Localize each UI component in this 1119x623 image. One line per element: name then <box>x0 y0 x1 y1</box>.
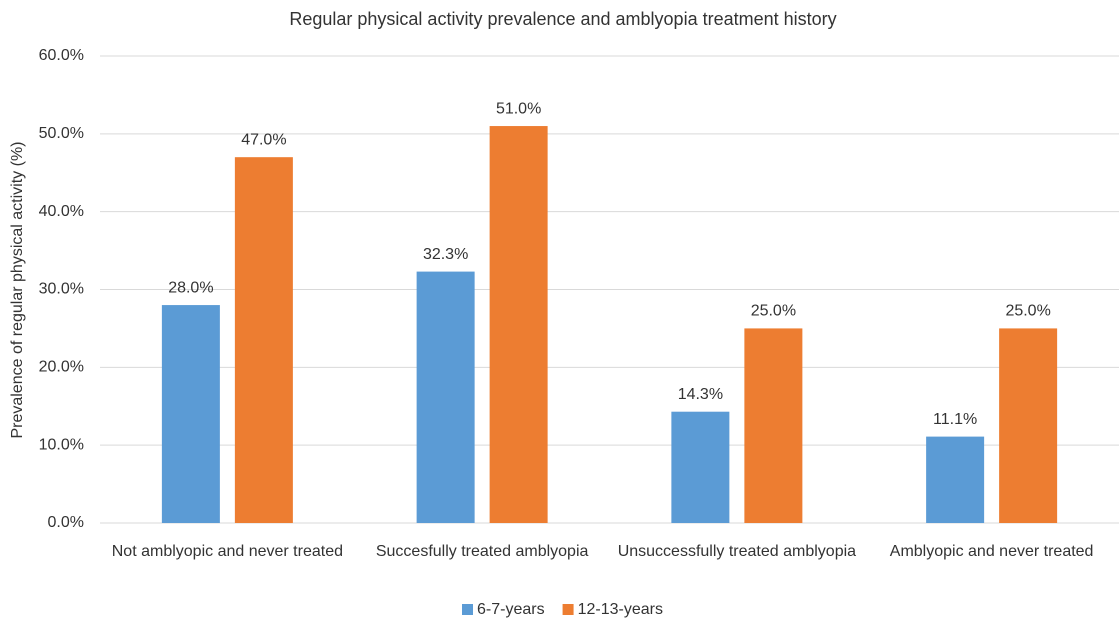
x-tick-label: Not amblyopic and never treated <box>111 543 343 560</box>
legend-swatch <box>562 604 574 615</box>
x-tick-label: Succesfully treated amblyopia <box>375 543 589 560</box>
bar <box>489 126 548 524</box>
data-label: 47.0% <box>241 131 286 148</box>
bar <box>671 411 730 523</box>
data-label: 32.3% <box>423 246 468 263</box>
y-tick-label: 10.0% <box>39 436 84 453</box>
legend-swatch <box>462 604 473 615</box>
y-tick-label: 30.0% <box>39 281 84 298</box>
data-label: 25.0% <box>1005 303 1050 320</box>
legend-label: 12-13-years <box>578 601 663 618</box>
y-tick-label: 40.0% <box>39 203 84 220</box>
y-tick-label: 50.0% <box>39 125 84 142</box>
bar <box>234 157 293 523</box>
y-tick-label: 20.0% <box>39 359 84 376</box>
y-axis-label: Prevalence of regular physical activity … <box>9 141 26 438</box>
bar <box>926 436 985 523</box>
bar <box>999 328 1058 523</box>
x-tick-label: Amblyopic and never treated <box>889 543 1094 560</box>
data-label: 28.0% <box>168 279 213 296</box>
data-label: 11.1% <box>933 411 977 428</box>
y-tick-label: 60.0% <box>39 47 84 64</box>
bar <box>161 305 220 523</box>
data-label: 14.3% <box>678 386 723 403</box>
data-label: 25.0% <box>751 303 796 320</box>
y-tick-label: 0.0% <box>48 514 84 531</box>
legend-label: 6-7-years <box>477 601 545 618</box>
chart-title: Regular physical activity prevalence and… <box>289 9 836 29</box>
x-tick-label: Unsuccessfully treated amblyopia <box>617 543 857 560</box>
bar <box>416 271 475 523</box>
bar <box>744 328 803 523</box>
data-label: 51.0% <box>496 100 541 117</box>
